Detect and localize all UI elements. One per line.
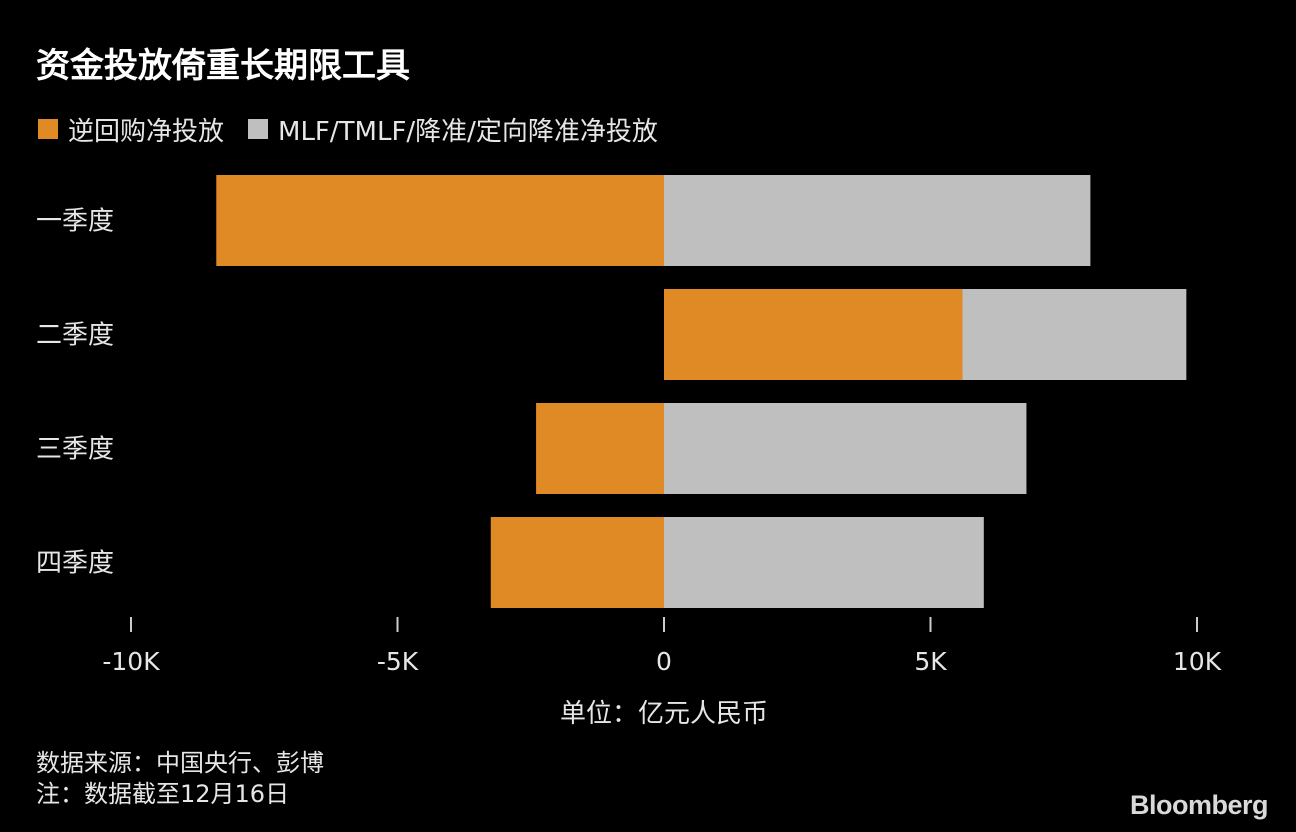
- legend-label-reverse-repo: 逆回购净投放: [68, 116, 225, 147]
- chart-title: 资金投放倚重长期限工具: [36, 46, 410, 86]
- category-label: 三季度: [36, 435, 114, 465]
- legend-item-mlf: MLF/TMLF/降准/定向降准净投放: [248, 111, 658, 148]
- category-label: 二季度: [36, 321, 114, 351]
- x-axis-label: 单位：亿元人民币: [560, 699, 768, 729]
- bar-reverse-repo-q3: [536, 403, 664, 494]
- x-axis: -10K -5K 0 5K 10K: [102, 617, 1222, 676]
- legend-swatch-mlf: [248, 119, 269, 139]
- bar-mlf-q3: [664, 403, 1027, 494]
- x-tick-label: 10K: [1173, 647, 1222, 676]
- bar-reverse-repo-q4: [490, 517, 664, 608]
- category-label: 一季度: [36, 207, 114, 237]
- bar-reverse-repo-q2: [664, 289, 963, 380]
- source-line: 数据来源：中国央行、彭博: [36, 749, 324, 777]
- bloomberg-logo: Bloomberg: [1129, 790, 1269, 820]
- source-note: 数据来源：中国央行、彭博 注：数据截至12月16日: [36, 748, 324, 810]
- legend-swatch-reverse-repo: [38, 119, 58, 139]
- legend: 逆回购净投放 MLF/TMLF/降准/定向降准净投放: [38, 111, 658, 148]
- bar-mlf-q4: [664, 517, 984, 608]
- x-tick-label: 5K: [914, 647, 947, 676]
- bar-reverse-repo-q1: [216, 175, 664, 266]
- legend-item-reverse-repo: 逆回购净投放: [38, 111, 224, 148]
- category-label: 四季度: [36, 549, 114, 579]
- bar-mlf-q2: [962, 289, 1187, 380]
- x-tick-label: 0: [656, 647, 672, 676]
- note-line: 注：数据截至12月16日: [36, 780, 290, 808]
- legend-label-mlf: MLF/TMLF/降准/定向降准净投放: [278, 116, 658, 147]
- bars-group: [216, 175, 1187, 608]
- x-tick-label: -5K: [377, 647, 419, 676]
- bar-mlf-q1: [664, 175, 1091, 266]
- x-tick-label: -10K: [102, 647, 160, 676]
